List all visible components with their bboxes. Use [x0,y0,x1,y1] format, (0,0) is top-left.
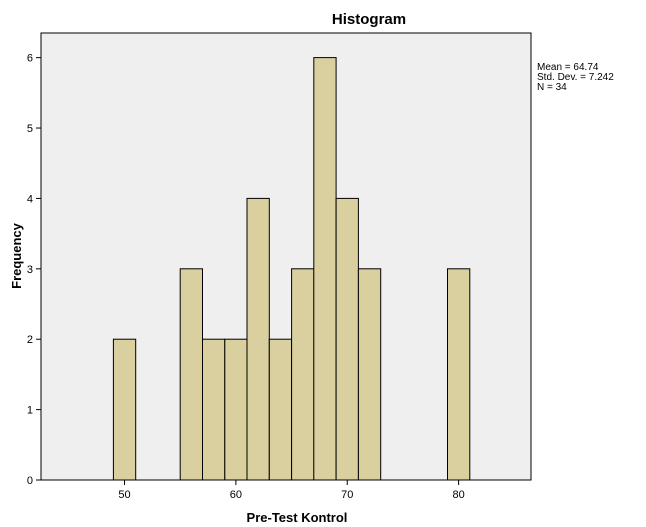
y-axis: 0 1 2 3 4 5 6 [27,53,41,487]
y-tick-label: 6 [27,53,33,65]
x-tick-label: 70 [341,489,353,501]
y-tick-label: 5 [27,123,33,135]
histogram-bar-7 [313,57,337,481]
stat-std-dev: Std. Dev. = 7.242 [537,72,614,83]
stat-n: N = 34 [537,82,567,93]
chart-title: Histogram [332,11,406,28]
y-tick-label: 0 [27,475,33,487]
x-tick-label: 80 [452,489,464,501]
bars-group [112,57,471,481]
y-tick-label: 3 [27,264,33,276]
histogram-bar-4 [246,197,270,481]
statistics-legend: Mean = 64.74 Std. Dev. = 7.242 N = 34 [537,62,614,93]
stat-mean: Mean = 64.74 [537,62,599,73]
x-tick-label: 50 [118,489,130,501]
histogram-bar-3 [224,338,248,481]
y-axis-label: Frequency [9,222,24,289]
y-tick-label: 4 [27,193,33,205]
histogram-bar-5 [268,338,293,481]
x-axis: 50 60 70 80 [118,480,465,501]
y-tick-label: 1 [27,405,33,417]
y-tick-label: 2 [27,334,33,346]
histogram-bar-6 [291,268,315,481]
histogram-bar-10 [447,268,471,481]
histogram-bar-2 [202,338,226,481]
histogram-bar-8 [335,197,359,481]
x-axis-label: Pre-Test Kontrol [247,510,348,525]
histogram-bar-1 [179,268,203,481]
histogram-bar-9 [357,268,382,481]
histogram-bar-0 [112,338,137,481]
x-tick-label: 60 [230,489,242,501]
